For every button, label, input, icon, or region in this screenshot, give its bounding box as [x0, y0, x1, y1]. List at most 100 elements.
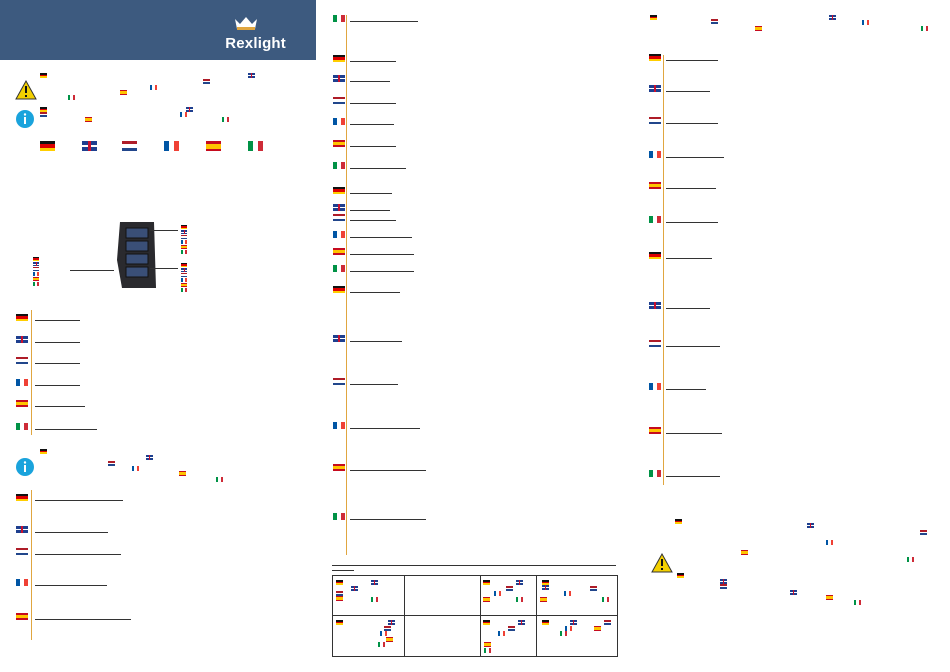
text-underline: [666, 188, 716, 189]
flag-fr-icon: [132, 466, 139, 471]
text-underline: [666, 433, 722, 434]
flag-it-icon: [371, 597, 378, 602]
flag-gb-icon: [518, 620, 525, 625]
brand-logo: Rexlight: [225, 35, 286, 52]
flag-fr-icon: [180, 112, 187, 117]
flag-nl-icon: [333, 97, 345, 104]
text-underline: [35, 532, 108, 533]
text-underline: [350, 61, 396, 62]
flag-it-icon: [68, 95, 75, 100]
text-underline: [350, 220, 396, 221]
flag-nl-icon: [16, 548, 28, 555]
text-underline: [666, 258, 712, 259]
flag-it-icon: [333, 513, 345, 520]
text-underline: [35, 429, 97, 430]
section-bar: [31, 310, 32, 435]
flag-de-icon: [40, 141, 55, 151]
flag-it-icon: [222, 117, 229, 122]
text-underline: [350, 271, 414, 272]
flag-fr-icon: [333, 118, 345, 125]
flag-gb-icon: [649, 85, 661, 92]
flag-de-icon: [333, 187, 345, 194]
flag-fr-icon: [333, 422, 345, 429]
text-underline: [666, 60, 718, 61]
flag-nl-icon: [384, 626, 391, 631]
flag-gb-icon: [388, 620, 395, 625]
flag-nl-icon: [333, 378, 345, 385]
flag-nl-icon: [506, 586, 513, 591]
text-underline: [35, 500, 123, 501]
flag-de-icon: [16, 314, 28, 321]
flag-fr-icon: [649, 151, 661, 158]
flag-es-icon: [33, 277, 39, 281]
text-underline: [666, 476, 720, 477]
flag-it-icon: [333, 15, 345, 22]
flag-fr-icon: [565, 626, 572, 631]
crown-icon: [235, 17, 257, 30]
flag-es-icon: [649, 427, 661, 434]
flag-nl-icon: [336, 591, 343, 596]
flag-de-icon: [40, 73, 47, 78]
flag-gb-icon: [649, 302, 661, 309]
flag-es-icon: [179, 471, 186, 476]
flag-fr-icon: [564, 591, 571, 596]
flag-gb-icon: [186, 107, 193, 112]
divider: [332, 565, 616, 566]
flag-es-icon: [826, 595, 833, 600]
flag-de-icon: [336, 620, 343, 625]
text-underline: [35, 619, 131, 620]
flag-de-icon: [675, 519, 682, 524]
text-underline: [350, 519, 426, 520]
flag-it-icon: [16, 423, 28, 430]
flag-it-icon: [216, 477, 223, 482]
text-underline: [666, 91, 710, 92]
flag-it-icon: [484, 648, 491, 653]
text-underline: [35, 363, 80, 364]
text-underline: [350, 292, 400, 293]
flag-es-icon: [649, 182, 661, 189]
text-underline: [35, 320, 80, 321]
flag-nl-icon: [33, 267, 39, 271]
text-underline: [350, 103, 396, 104]
flag-de-icon: [542, 620, 549, 625]
text-underline: [350, 470, 426, 471]
flag-de-icon: [16, 494, 28, 501]
flag-es-icon: [16, 400, 28, 407]
flag-gb-icon: [351, 586, 358, 591]
flag-it-icon: [907, 557, 914, 562]
flag-es-icon: [386, 637, 393, 642]
flag-fr-icon: [181, 240, 187, 244]
flag-gb-icon: [542, 585, 549, 590]
flag-de-icon: [649, 252, 661, 259]
text-underline: [350, 428, 420, 429]
flag-nl-icon: [649, 117, 661, 124]
specs-table: [332, 575, 618, 657]
section-bar: [346, 15, 347, 555]
remote-control-image: [117, 222, 156, 288]
text-underline: [350, 193, 392, 194]
flag-gb-icon: [181, 268, 187, 272]
flag-de-icon: [181, 225, 187, 229]
flag-de-icon: [40, 107, 47, 112]
brand-header: Rexlight: [0, 0, 316, 60]
flag-fr-icon: [494, 591, 501, 596]
text-underline: [350, 146, 396, 147]
flag-nl-icon: [108, 461, 115, 466]
flag-de-icon: [33, 257, 39, 261]
text-underline: [350, 81, 390, 82]
flag-gb-icon: [371, 580, 378, 585]
flag-it-icon: [921, 26, 928, 31]
flag-it-icon: [33, 282, 39, 286]
text-underline: [666, 346, 720, 347]
warning-triangle-icon: [651, 553, 673, 573]
flag-fr-icon: [333, 231, 345, 238]
flag-it-icon: [248, 141, 263, 151]
text-underline: [350, 168, 406, 169]
flag-fr-icon: [33, 272, 39, 276]
flag-fr-icon: [498, 631, 505, 636]
text-underline: [35, 342, 80, 343]
flag-es-icon: [741, 550, 748, 555]
text-underline: [350, 341, 402, 342]
callout-line: [150, 268, 178, 269]
flag-gb-icon: [16, 336, 28, 343]
